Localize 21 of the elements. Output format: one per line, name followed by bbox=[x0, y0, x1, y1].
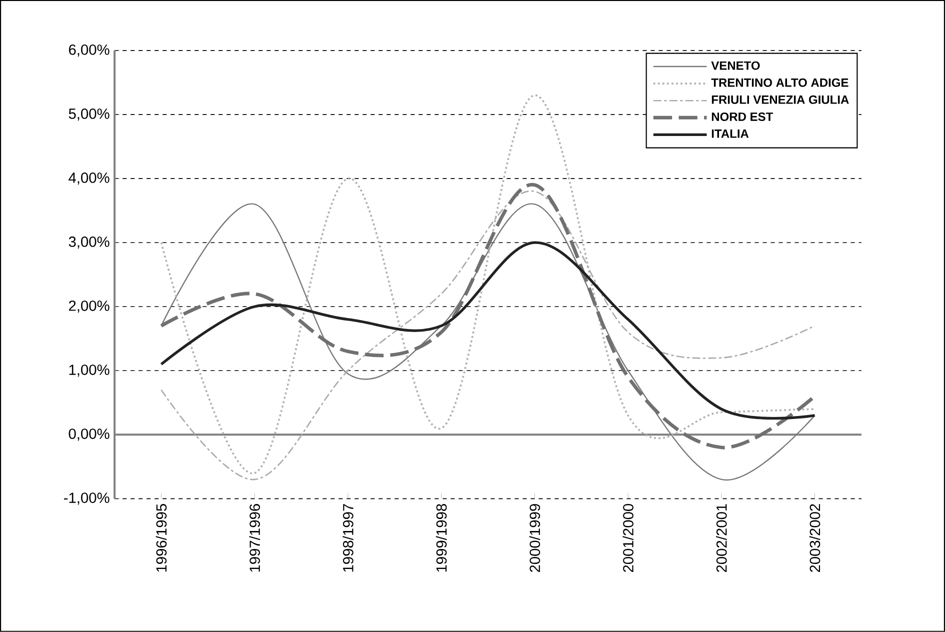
x-tick-label: 2000/1999 bbox=[529, 504, 540, 572]
legend-label: NORD EST bbox=[712, 112, 774, 122]
y-tick-label: 1,00% bbox=[69, 364, 110, 377]
x-tick-label: 2002/2001 bbox=[716, 504, 727, 572]
legend-label: ITALIA bbox=[712, 130, 749, 138]
y-tick-label: 4,00% bbox=[68, 172, 110, 185]
y-tick-label: 3,00% bbox=[68, 236, 110, 249]
y-tick-label: 2,00% bbox=[68, 300, 110, 313]
legend-label: FRIULI VENEZIA GIULIA bbox=[712, 95, 849, 104]
legend-label: VENETO bbox=[711, 61, 760, 70]
x-tick-label: 1999/1998 bbox=[436, 504, 447, 572]
y-tick-label: 6,00% bbox=[69, 44, 110, 57]
x-tick-label: 1997/1996 bbox=[249, 504, 260, 572]
y-tick-label: -1,00% bbox=[64, 492, 110, 505]
x-tick-label: 1996/1995 bbox=[156, 504, 167, 572]
legend-label: TRENTINO ALTO ADIGE bbox=[711, 78, 848, 87]
x-tick-label: 2003/2002 bbox=[809, 504, 820, 572]
x-tick-label: 1998/1997 bbox=[342, 504, 354, 572]
y-tick-label: 0,00% bbox=[68, 428, 110, 441]
y-tick-label: 5,00% bbox=[68, 108, 110, 121]
x-tick-label: 2001/2000 bbox=[622, 504, 634, 572]
